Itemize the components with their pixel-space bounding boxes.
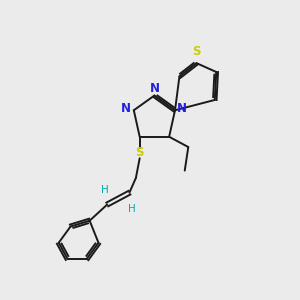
Text: N: N	[177, 102, 187, 115]
Text: N: N	[121, 102, 131, 115]
Text: N: N	[149, 82, 159, 95]
Text: H: H	[101, 185, 109, 195]
Text: S: S	[192, 45, 201, 58]
Text: H: H	[128, 204, 136, 214]
Text: S: S	[135, 146, 144, 159]
